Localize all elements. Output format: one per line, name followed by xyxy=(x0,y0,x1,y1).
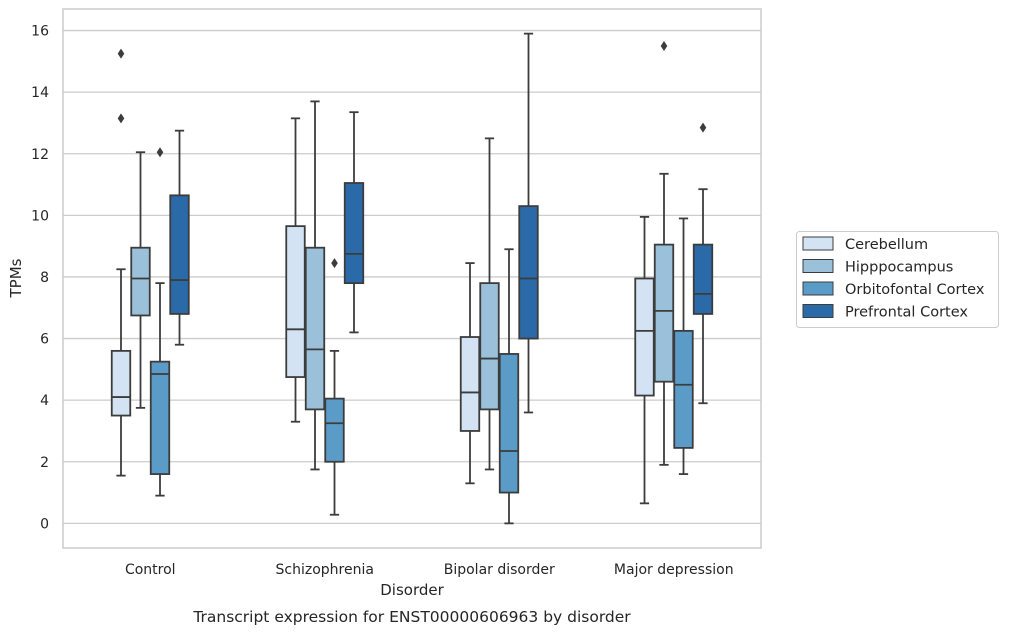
box xyxy=(130,151,151,409)
box-iqr xyxy=(130,246,151,317)
box-iqr xyxy=(479,282,500,411)
box xyxy=(479,137,500,471)
y-tick-label: 0 xyxy=(40,516,49,532)
box xyxy=(673,217,694,475)
legend-label: Orbitofontal Cortex xyxy=(845,282,985,298)
y-tick-label: 6 xyxy=(40,332,49,348)
series-prefrontal-cortex xyxy=(169,32,714,414)
box-iqr xyxy=(324,397,345,463)
box xyxy=(285,117,306,423)
box xyxy=(149,147,171,497)
series-cerebellum xyxy=(110,48,655,505)
legend-label: Prefrontal Cortex xyxy=(845,305,968,321)
legend: Cerebellum Hipppocampus Orbitofontal Corte… xyxy=(796,231,999,328)
legend-item: Cerebellum xyxy=(802,236,928,253)
legend-swatch xyxy=(802,304,834,318)
outlier-point xyxy=(117,48,125,59)
box xyxy=(498,248,520,525)
box xyxy=(343,111,365,334)
legend-item: Prefrontal Cortex xyxy=(802,304,968,321)
box-iqr xyxy=(673,329,694,449)
y-tick-label: 8 xyxy=(40,270,49,286)
y-tick-label: 10 xyxy=(31,208,49,224)
box xyxy=(324,258,345,516)
legend-swatch xyxy=(802,281,834,296)
box xyxy=(169,129,190,346)
box-iqr xyxy=(653,243,675,383)
box xyxy=(518,32,539,414)
box-iqr xyxy=(692,243,714,315)
y-tick-label: 12 xyxy=(31,147,49,163)
x-tick-label: Control xyxy=(125,562,176,578)
box xyxy=(459,262,481,485)
y-axis-label: TPMs xyxy=(7,258,25,298)
y-tick-label: 2 xyxy=(40,455,49,471)
chart-caption: Transcript expression for ENST0000060696… xyxy=(192,608,631,626)
x-tick-label: Schizophrenia xyxy=(276,562,374,578)
x-tick-label: Major depression xyxy=(614,562,734,578)
legend-swatch xyxy=(802,259,834,273)
axis-ticks: 0 2 4 6 8 10 12 14 16 Control Schizophrenia Bipolar… xyxy=(31,24,733,578)
legend-swatch xyxy=(802,236,834,251)
box-iqr xyxy=(518,205,539,340)
box xyxy=(634,215,655,505)
legend-item: Orbitofontal Cortex xyxy=(802,281,985,298)
box-iqr xyxy=(459,336,481,432)
box xyxy=(653,40,675,466)
x-axis-label: Disorder xyxy=(380,581,444,599)
legend-item: Hipppocampus xyxy=(802,259,953,276)
box-iqr xyxy=(110,349,132,417)
box-iqr xyxy=(285,225,306,378)
box-iqr xyxy=(498,353,520,494)
legend-label: Hipppocampus xyxy=(845,260,953,276)
box-iqr xyxy=(634,277,655,397)
outlier-point xyxy=(699,122,707,133)
box-iqr xyxy=(169,194,190,315)
legend-frame xyxy=(796,231,999,328)
legend-label: Cerebellum xyxy=(845,237,928,253)
box xyxy=(692,122,714,405)
box-iqr xyxy=(304,246,326,411)
series-hipppocampus xyxy=(130,40,675,471)
box xyxy=(304,100,326,471)
box xyxy=(110,48,132,477)
outlier-point xyxy=(660,40,668,51)
legend-items: Cerebellum Hipppocampus Orbitofontal Corte… xyxy=(802,236,985,321)
box-series xyxy=(110,32,714,525)
series-orbitofontal-cortex xyxy=(149,147,694,525)
outlier-point xyxy=(331,258,338,269)
outlier-point xyxy=(117,113,125,124)
y-tick-label: 16 xyxy=(31,24,49,40)
y-tick-label: 14 xyxy=(31,85,49,101)
box-iqr xyxy=(149,360,171,475)
box-iqr xyxy=(343,182,365,285)
x-tick-label: Bipolar disorder xyxy=(444,562,555,578)
y-tick-label: 4 xyxy=(40,393,49,409)
outlier-point xyxy=(156,147,164,158)
plot-frame xyxy=(62,8,762,549)
